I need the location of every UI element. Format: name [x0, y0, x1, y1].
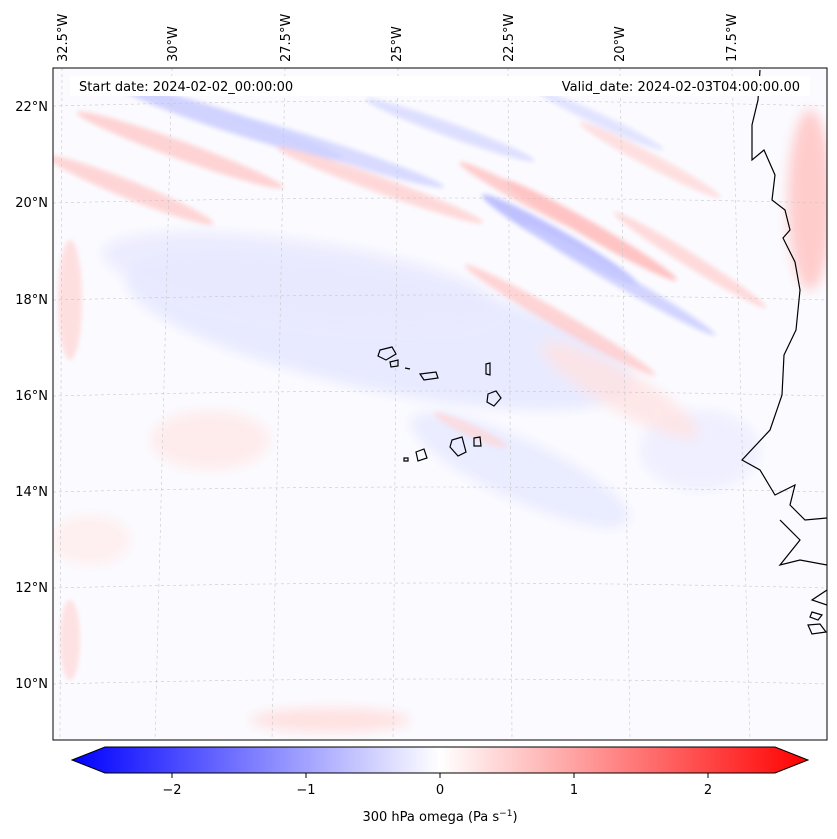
info-banner — [70, 76, 810, 96]
colorbar-label-main: 300 hPa omega (Pa s — [362, 810, 499, 825]
colorbar-tick-label: 0 — [436, 783, 444, 798]
latitude-labels: 22°N 20°N 18°N 16°N 14°N 12°N 10°N — [15, 100, 48, 692]
lat-label: 20°N — [15, 196, 48, 211]
map-background — [53, 68, 827, 740]
colorbar-label-exponent: −1 — [499, 809, 512, 819]
lat-label: 14°N — [15, 485, 48, 500]
colorbar-tick-label: −2 — [162, 783, 181, 798]
graticule — [53, 68, 827, 740]
map-frame — [52, 67, 828, 741]
lat-label: 18°N — [15, 293, 48, 308]
map-panel: Start date: 2024-02-02_00:00:00 Valid_da… — [52, 67, 828, 741]
lat-label: 16°N — [15, 389, 48, 404]
colorbar-label-close: ) — [512, 810, 517, 825]
lat-label: 10°N — [15, 677, 48, 692]
lon-label: 32.5°W — [56, 14, 71, 62]
cape-verde-islands — [377, 346, 502, 462]
colorbar-bar — [70, 746, 810, 774]
lat-label: 22°N — [15, 100, 48, 115]
coastline — [741, 69, 827, 635]
valid-date-label: Valid_date: 2024-02-03T04:00:00.00 — [562, 80, 800, 95]
lon-label: 27.5°W — [279, 14, 294, 62]
lat-label: 12°N — [15, 581, 48, 596]
lon-label: 25°W — [390, 26, 405, 62]
start-date-label: Start date: 2024-02-02_00:00:00 — [79, 80, 293, 95]
colorbar-ticks — [171, 773, 709, 778]
lon-label: 20°W — [613, 26, 628, 62]
omega-field — [53, 68, 827, 740]
colorbar-tick-label: 2 — [704, 783, 712, 798]
colorbar-tick-label: 1 — [570, 783, 578, 798]
lon-label: 30°W — [166, 26, 181, 62]
longitude-labels: 32.5°W 30°W 27.5°W 25°W 22.5°W 20°W 17.5… — [56, 14, 740, 62]
colorbar: −2 −1 0 1 2 300 hPa omega (Pa s−1) — [70, 746, 810, 825]
lon-label: 17.5°W — [725, 14, 740, 62]
colorbar-label: 300 hPa omega (Pa s−1) — [362, 809, 517, 825]
colorbar-tick-label: −1 — [296, 783, 315, 798]
lon-label: 22.5°W — [502, 14, 517, 62]
